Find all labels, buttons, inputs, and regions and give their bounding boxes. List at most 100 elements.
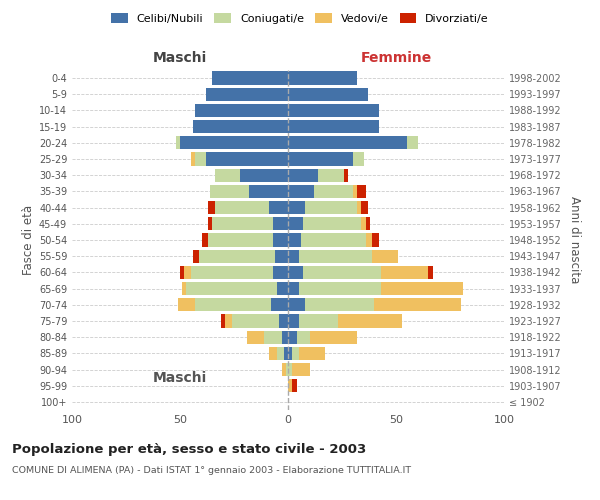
Bar	[212, 217, 273, 230]
Bar	[372, 250, 398, 263]
Bar	[208, 234, 273, 246]
Bar	[271, 298, 288, 312]
Bar	[249, 185, 288, 198]
Text: Femmine: Femmine	[361, 51, 431, 65]
Bar	[305, 298, 374, 312]
Bar	[288, 185, 314, 198]
Bar	[210, 185, 249, 198]
Bar	[303, 266, 381, 279]
Bar	[407, 136, 418, 149]
Bar	[372, 234, 379, 246]
Bar	[284, 346, 288, 360]
Bar	[353, 185, 357, 198]
Bar	[357, 201, 361, 214]
Bar	[361, 217, 366, 230]
Bar	[288, 250, 299, 263]
Bar	[366, 217, 370, 230]
Bar	[314, 185, 353, 198]
Bar	[288, 72, 357, 85]
Bar	[292, 346, 299, 360]
Bar	[299, 314, 338, 328]
Bar	[381, 266, 428, 279]
Bar	[344, 168, 349, 182]
Bar	[288, 363, 292, 376]
Bar	[296, 330, 310, 344]
Bar	[310, 330, 357, 344]
Bar	[212, 72, 288, 85]
Bar	[180, 266, 184, 279]
Bar	[195, 152, 206, 166]
Bar	[226, 314, 232, 328]
Bar	[288, 234, 301, 246]
Bar	[193, 120, 288, 134]
Bar	[241, 168, 288, 182]
Bar	[187, 282, 277, 295]
Bar	[338, 314, 403, 328]
Bar	[191, 152, 195, 166]
Bar	[191, 266, 273, 279]
Bar	[273, 217, 288, 230]
Bar	[264, 330, 281, 344]
Bar	[288, 201, 305, 214]
Text: Maschi: Maschi	[153, 51, 207, 65]
Bar	[180, 136, 288, 149]
Bar	[176, 136, 180, 149]
Bar	[206, 152, 288, 166]
Bar	[288, 120, 379, 134]
Bar	[381, 282, 463, 295]
Bar	[208, 217, 212, 230]
Legend: Celibi/Nubili, Coniugati/e, Vedovi/e, Divorziati/e: Celibi/Nubili, Coniugati/e, Vedovi/e, Di…	[109, 10, 491, 26]
Bar	[288, 152, 353, 166]
Bar	[366, 234, 372, 246]
Bar	[299, 250, 372, 263]
Bar	[281, 363, 286, 376]
Bar	[273, 266, 288, 279]
Bar	[303, 217, 361, 230]
Text: Maschi: Maschi	[153, 372, 207, 386]
Bar	[288, 217, 303, 230]
Bar	[318, 168, 344, 182]
Bar	[305, 201, 357, 214]
Bar	[280, 314, 288, 328]
Bar	[273, 234, 288, 246]
Y-axis label: Anni di nascita: Anni di nascita	[568, 196, 581, 284]
Bar	[374, 298, 461, 312]
Y-axis label: Fasce di età: Fasce di età	[22, 205, 35, 275]
Bar	[193, 250, 199, 263]
Text: Popolazione per età, sesso e stato civile - 2003: Popolazione per età, sesso e stato civil…	[12, 442, 366, 456]
Bar	[184, 266, 191, 279]
Bar	[288, 282, 299, 295]
Bar	[206, 88, 288, 101]
Bar	[247, 330, 264, 344]
Bar	[275, 250, 288, 263]
Bar	[215, 201, 269, 214]
Bar	[299, 346, 325, 360]
Bar	[195, 298, 271, 312]
Bar	[195, 104, 288, 117]
Bar	[178, 298, 195, 312]
Text: COMUNE DI ALIMENA (PA) - Dati ISTAT 1° gennaio 2003 - Elaborazione TUTTITALIA.IT: COMUNE DI ALIMENA (PA) - Dati ISTAT 1° g…	[12, 466, 411, 475]
Bar	[288, 104, 379, 117]
Bar	[288, 314, 299, 328]
Bar	[361, 201, 368, 214]
Bar	[288, 266, 303, 279]
Bar	[208, 201, 215, 214]
Bar	[288, 136, 407, 149]
Bar	[221, 314, 226, 328]
Bar	[199, 250, 275, 263]
Bar	[288, 88, 368, 101]
Bar	[269, 346, 277, 360]
Bar	[428, 266, 433, 279]
Bar	[292, 363, 310, 376]
Bar	[286, 363, 288, 376]
Bar	[288, 346, 292, 360]
Bar	[269, 201, 288, 214]
Bar	[281, 330, 288, 344]
Bar	[277, 282, 288, 295]
Bar	[215, 168, 241, 182]
Bar	[288, 379, 292, 392]
Bar	[299, 282, 381, 295]
Bar	[288, 168, 318, 182]
Bar	[288, 298, 305, 312]
Bar	[353, 152, 364, 166]
